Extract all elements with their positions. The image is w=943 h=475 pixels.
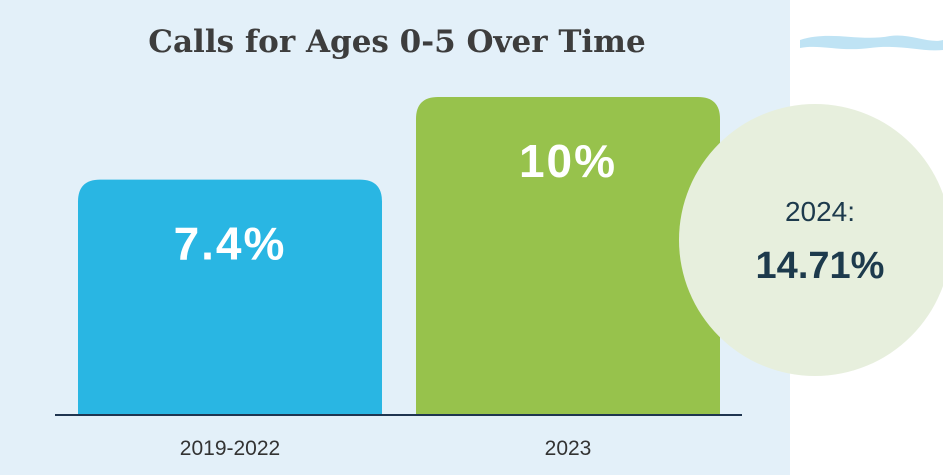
bar	[416, 97, 720, 415]
value-label: 10%	[519, 135, 617, 187]
value-label: 7.4%	[174, 218, 287, 270]
callout-label: 2024:	[785, 196, 855, 227]
brush-stroke	[800, 35, 943, 51]
x-tick-label: 2019-2022	[180, 437, 280, 460]
x-tick-label: 2023	[545, 437, 592, 460]
callout-circle	[679, 104, 943, 376]
callout-value: 14.71%	[756, 245, 885, 287]
bar	[78, 179, 382, 415]
chart-title: Calls for Ages 0-5 Over Time	[148, 24, 645, 60]
